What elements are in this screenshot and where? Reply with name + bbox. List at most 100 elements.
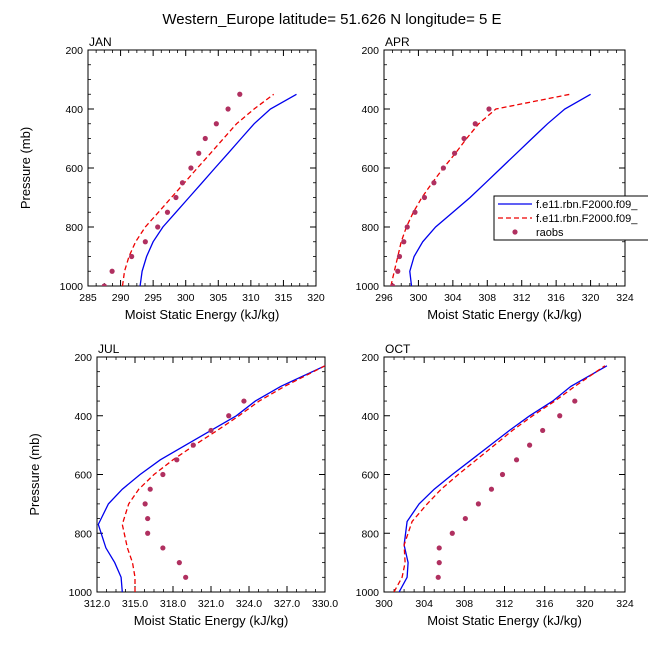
model-line-solid	[97, 365, 325, 592]
y-tick-label: 1000	[356, 281, 380, 293]
raobs-point	[164, 209, 171, 215]
raobs-point	[129, 253, 135, 260]
raobs-point	[145, 530, 151, 536]
x-tick-label: 330.0	[312, 598, 338, 610]
x-tick-label: 296	[375, 292, 393, 304]
x-tick-label: 324	[616, 292, 634, 304]
model-line-solid	[398, 365, 608, 592]
raobs-point	[183, 574, 189, 580]
x-tick-label: 320	[307, 292, 325, 304]
raobs-point	[540, 427, 546, 434]
raobs-point	[101, 283, 107, 286]
chart-panels: JAN 285 290 295 300 305 310 315 320 200 400 600 800 1…	[18, 35, 634, 628]
x-tick-label: 320	[582, 292, 600, 304]
y-tick-label: 400	[65, 104, 83, 116]
y-tick-label: 200	[65, 45, 83, 57]
x-tick-label: 308	[479, 292, 497, 304]
figure-title: Western_Europe latitude= 51.626 N longit…	[162, 11, 501, 28]
raobs-point	[462, 515, 468, 522]
legend-entry: raobs	[512, 227, 564, 239]
series-group	[97, 365, 325, 592]
x-tick-label: 318.0	[160, 598, 186, 610]
y-tick-label: 800	[65, 222, 83, 234]
raobs-point	[449, 530, 455, 536]
x-tick-label: 324	[616, 598, 634, 610]
x-tick-label: 300	[177, 292, 195, 304]
raobs-point	[475, 501, 481, 507]
x-tick-label: 320	[576, 598, 594, 610]
raobs-point	[572, 398, 578, 404]
raobs-point	[145, 515, 151, 522]
raobs-point	[160, 545, 166, 551]
x-tick-label: 316	[536, 598, 554, 610]
model-line-dashed	[121, 365, 325, 592]
y-tick-label: 600	[361, 163, 379, 175]
panel-jul: JUL 312.0 315.0 318.0 321.0 324.0 327.0 330.0 20…	[27, 342, 338, 628]
series-group	[393, 365, 608, 592]
y-tick-label: 800	[361, 528, 379, 540]
raobs-point	[435, 574, 441, 580]
raobs-point	[208, 427, 214, 434]
raobs-point	[173, 194, 179, 201]
legend: f.e11.rbn.F2000.f09_ f.e11.rbn.F2000.f09_…	[493, 195, 648, 241]
legend-label: raobs	[536, 227, 564, 239]
raobs-point	[202, 135, 208, 142]
x-axis-label: Moist Static Energy (kJ/kg)	[134, 613, 289, 628]
raobs-point	[188, 165, 194, 171]
raobs-point	[109, 268, 115, 274]
x-tick-label: 308	[456, 598, 474, 610]
raobs-point	[557, 413, 563, 419]
raobs-point	[176, 560, 182, 566]
raobs-point	[461, 135, 467, 142]
y-tick-label: 200	[361, 352, 379, 364]
raobs-point	[431, 180, 437, 186]
panel-title: OCT	[385, 342, 411, 356]
x-tick-label: 321.0	[198, 598, 224, 610]
raobs-point	[226, 413, 232, 419]
x-tick-label: 316	[547, 292, 565, 304]
raobs-point	[440, 165, 446, 171]
raobs-point	[396, 253, 403, 260]
model-line-solid	[139, 93, 297, 286]
raobs-point	[527, 442, 533, 448]
raobs-point	[160, 471, 166, 478]
y-tick-label: 600	[74, 470, 92, 482]
raobs-point	[404, 224, 410, 230]
raobs-point	[451, 150, 458, 156]
x-tick-label: 290	[112, 292, 130, 304]
panel-apr: APR 296 300 304 308 312 316 320 324 200 400 600 800 1…	[356, 35, 634, 322]
legend-entry: f.e11.rbn.F2000.f09_	[498, 213, 638, 225]
raobs-point	[225, 106, 231, 112]
raobs-point	[436, 560, 442, 566]
plot-frame	[383, 49, 626, 287]
y-tick-label: 600	[361, 470, 379, 482]
raobs-point	[241, 398, 247, 404]
raobs-point	[142, 239, 148, 245]
raobs-point	[155, 224, 161, 230]
model-line-solid	[409, 93, 591, 286]
raobs-point	[486, 106, 492, 112]
panel-title: JUL	[98, 342, 120, 356]
y-axis-label: Pressure (mb)	[27, 433, 42, 515]
plot-frame	[87, 49, 317, 287]
panel-jan: JAN 285 290 295 300 305 310 315 320 200 400 600 800 1…	[18, 35, 325, 322]
x-tick-label: 312.0	[84, 598, 110, 610]
legend-marker-dot	[512, 229, 518, 235]
y-tick-label: 800	[74, 528, 92, 540]
legend-label: f.e11.rbn.F2000.f09_	[536, 213, 638, 225]
raobs-point	[213, 121, 219, 127]
panel-title: APR	[385, 35, 410, 49]
raobs-point	[179, 180, 186, 186]
raobs-point	[412, 209, 418, 215]
x-tick-label: 300	[375, 598, 393, 610]
y-tick-label: 800	[361, 222, 379, 234]
model-line-dashed	[121, 93, 275, 286]
y-tick-label: 200	[361, 45, 379, 57]
raobs-point	[472, 121, 478, 127]
model-line-dashed	[393, 365, 606, 592]
raobs-point	[401, 239, 407, 245]
x-tick-label: 300	[410, 292, 428, 304]
raobs-point	[513, 457, 520, 463]
x-axis-label: Moist Static Energy (kJ/kg)	[125, 307, 280, 322]
